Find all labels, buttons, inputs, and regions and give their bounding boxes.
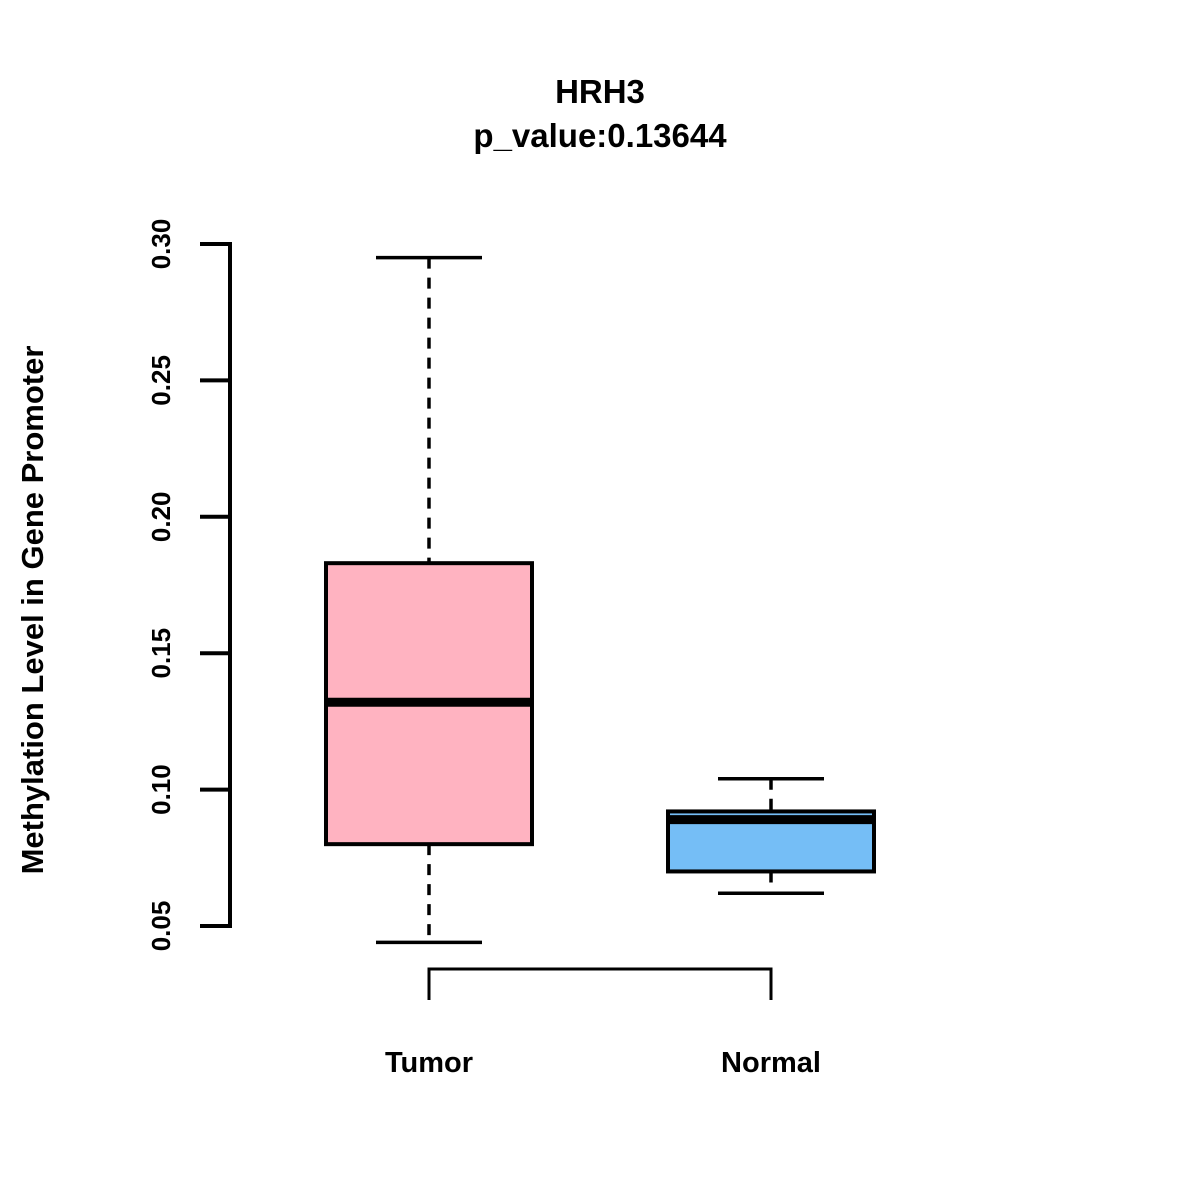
y-axis-tick-label: 0.25 [146, 355, 176, 406]
x-axis-label-normal: Normal [721, 1047, 821, 1079]
y-axis-tick-label: 0.05 [146, 901, 176, 952]
chart-title: HRH3 [555, 73, 645, 110]
y-axis-tick-label: 0.15 [146, 628, 176, 679]
chart-subtitle: p_value:0.13644 [473, 117, 727, 154]
y-axis-tick-label: 0.30 [146, 219, 176, 270]
y-axis-tick-label: 0.20 [146, 491, 176, 542]
comparison-bracket [427, 967, 773, 1000]
chart-title-block: HRH3 p_value:0.13644 [0, 70, 1200, 158]
y-axis-tick-label: 0.10 [146, 764, 176, 815]
x-axis-label-tumor: Tumor [385, 1047, 473, 1079]
